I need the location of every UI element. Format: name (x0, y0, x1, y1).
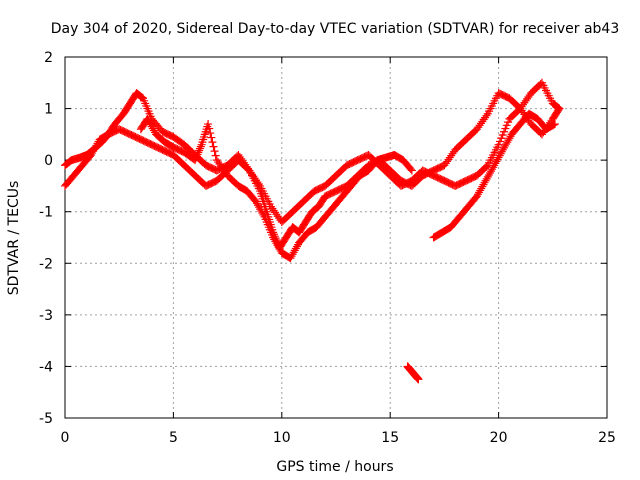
data-point (195, 146, 204, 155)
plot-frame (64, 56, 608, 419)
data-point (554, 105, 563, 114)
y-tick-label: -3 (39, 308, 53, 324)
y-tick-label: 1 (44, 102, 53, 118)
x-axis-label: GPS time / hours (276, 459, 393, 475)
y-tick-label: -5 (39, 411, 53, 427)
x-tick-label: 15 (381, 430, 399, 446)
y-tick-label: 2 (44, 50, 53, 66)
series-track-4 (429, 109, 559, 242)
y-tick-labels: 2 1 0 -1 -2 -3 -4 -5 (39, 50, 53, 427)
x-tick-label: 5 (169, 430, 178, 446)
data-point (196, 142, 205, 151)
data-point (206, 129, 215, 138)
data-point (549, 120, 558, 129)
x-tick-labels: 0 5 10 15 20 25 (61, 430, 616, 446)
data-point (414, 375, 423, 384)
chart-title: Day 304 of 2020, Sidereal Day-to-day VTE… (51, 21, 620, 37)
data-point (192, 152, 201, 161)
y-tick-label: -2 (39, 256, 53, 272)
x-tick-label: 20 (490, 430, 508, 446)
y-axis-label: SDTVAR / TECUs (6, 181, 22, 296)
data-point (259, 210, 268, 219)
data-point (254, 179, 263, 188)
data-point (406, 165, 415, 174)
data-point (211, 151, 220, 160)
data-points (61, 78, 564, 384)
data-point (193, 150, 202, 159)
series-track-5 (403, 362, 423, 384)
x-tick-label: 0 (61, 430, 70, 446)
data-point (205, 124, 214, 133)
series-track-3 (136, 114, 416, 263)
x-tick-label: 25 (598, 430, 616, 446)
data-point (550, 120, 559, 129)
data-point (482, 111, 491, 120)
grid (65, 57, 607, 418)
data-point (194, 148, 203, 157)
data-point (207, 133, 216, 142)
data-point (204, 120, 213, 129)
data-point (209, 142, 218, 151)
data-point (191, 156, 200, 165)
data-point (191, 154, 200, 163)
axis-ticks (64, 56, 608, 419)
data-point (555, 104, 564, 113)
y-tick-label: -4 (39, 359, 53, 375)
data-point (407, 166, 416, 175)
y-tick-label: -1 (39, 205, 53, 221)
x-tick-label: 10 (273, 430, 291, 446)
y-tick-label: 0 (44, 153, 53, 169)
data-point (210, 147, 219, 156)
data-point (195, 144, 204, 153)
series-track-2 (61, 104, 564, 227)
data-point (208, 138, 217, 147)
